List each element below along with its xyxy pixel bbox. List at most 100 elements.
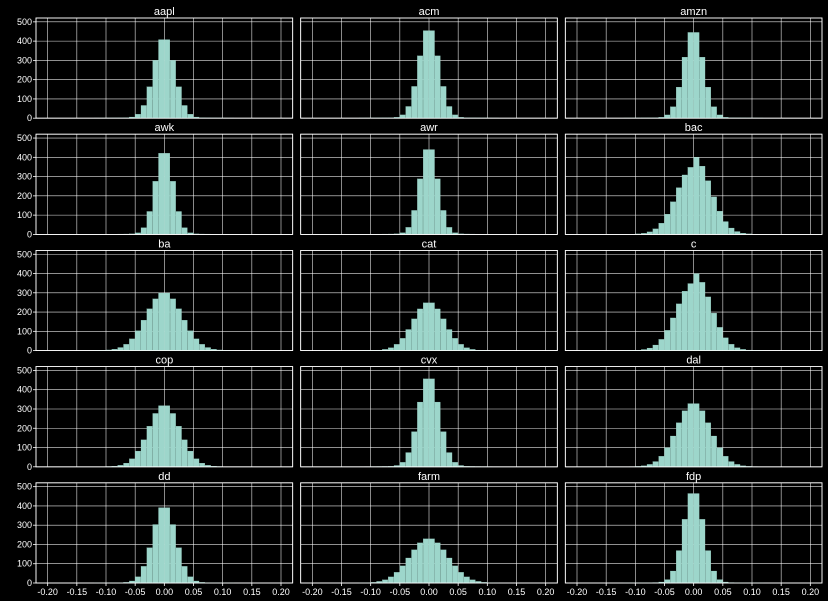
y-tick-label: 300: [17, 288, 32, 298]
hist-bar: [723, 338, 729, 351]
hist-bar: [441, 319, 447, 351]
hist-bar: [700, 519, 706, 583]
hist-bar: [400, 566, 406, 583]
hist-bar: [452, 338, 458, 350]
panel-cvx: cvx: [301, 355, 558, 467]
hist-bar: [729, 462, 735, 467]
panel-title: cop: [155, 355, 173, 367]
hist-bar: [682, 57, 688, 118]
hist-bar: [711, 571, 717, 583]
hist-bar: [700, 411, 706, 467]
hist-bar: [164, 508, 170, 583]
hist-bar: [682, 175, 688, 234]
hist-bar: [141, 105, 147, 118]
hist-bar: [164, 406, 170, 467]
hist-bar: [447, 227, 453, 234]
y-tick-label: 100: [17, 559, 32, 569]
hist-bar: [176, 548, 182, 583]
hist-bar: [159, 406, 165, 467]
hist-bar: [735, 348, 741, 351]
hist-bar: [711, 436, 717, 467]
y-tick-label: 300: [17, 55, 32, 65]
hist-bar: [700, 57, 706, 118]
hist-bar: [170, 181, 176, 234]
x-tick-label: 0.15: [243, 587, 261, 597]
histogram-grid: aapl0100200300400500acmamznawk0100200300…: [0, 0, 828, 601]
panel-title: farm: [418, 471, 440, 483]
panel-title: fdp: [686, 471, 701, 483]
hist-bar: [659, 456, 665, 467]
x-tick-label: 0.20: [272, 587, 290, 597]
hist-bar: [665, 115, 671, 118]
hist-bar: [711, 197, 717, 234]
hist-bar: [382, 580, 388, 583]
panel-title: awr: [420, 122, 438, 134]
hist-bar: [412, 210, 418, 234]
y-tick-label: 100: [17, 94, 32, 104]
panel-title: awk: [155, 122, 175, 134]
x-tick-label: 0.00: [156, 587, 174, 597]
hist-bar: [135, 114, 141, 118]
panel-title: aapl: [154, 6, 175, 18]
hist-bar: [412, 86, 418, 118]
hist-bar: [694, 404, 700, 467]
hist-bar: [412, 432, 418, 467]
hist-bar: [429, 150, 435, 235]
x-tick-label: 0.20: [537, 587, 555, 597]
y-tick-label: 400: [17, 36, 32, 46]
hist-bar: [729, 344, 735, 350]
panel-c: c: [565, 238, 822, 350]
panel-title: cat: [422, 238, 437, 250]
hist-bar: [435, 543, 441, 583]
hist-bar: [435, 179, 441, 235]
hist-bar: [170, 413, 176, 466]
hist-bar: [141, 228, 147, 235]
y-tick-label: 400: [17, 385, 32, 395]
hist-bar: [199, 463, 205, 467]
hist-bar: [670, 436, 676, 467]
hist-bar: [423, 150, 429, 235]
panel-title: acm: [419, 6, 440, 18]
hist-bar: [124, 463, 130, 467]
hist-bar: [435, 402, 441, 467]
panel-title: amzn: [680, 6, 707, 18]
hist-bar: [188, 577, 194, 583]
y-tick-label: 500: [17, 249, 32, 259]
hist-bar: [435, 56, 441, 118]
hist-bar: [176, 426, 182, 467]
hist-bar: [205, 348, 211, 351]
panel-dal: dal: [565, 355, 822, 467]
panel-cat: cat: [301, 238, 558, 350]
hist-bar: [717, 580, 723, 583]
hist-bar: [717, 211, 723, 234]
hist-bar: [153, 299, 159, 351]
hist-bar: [406, 106, 412, 118]
hist-bar: [441, 86, 447, 118]
hist-bar: [159, 293, 165, 351]
y-tick-label: 200: [17, 423, 32, 433]
hist-bar: [659, 339, 665, 350]
hist-bar: [441, 550, 447, 583]
x-tick-label: 0.10: [743, 587, 761, 597]
hist-bar: [188, 451, 194, 467]
hist-bar: [164, 40, 170, 119]
hist-bar: [124, 344, 130, 350]
hist-bar: [199, 344, 205, 350]
hist-bar: [458, 572, 464, 583]
hist-bar: [135, 577, 141, 583]
panel-title: dal: [686, 355, 701, 367]
hist-bar: [429, 379, 435, 467]
hist-bar: [729, 228, 735, 234]
hist-bar: [394, 344, 400, 350]
hist-bar: [688, 32, 694, 118]
hist-bar: [182, 320, 188, 350]
hist-bar: [135, 331, 141, 351]
y-tick-label: 100: [17, 443, 32, 453]
hist-bar: [417, 179, 423, 235]
hist-bar: [129, 459, 135, 467]
x-tick-label: -0.05: [390, 587, 411, 597]
hist-bar: [153, 525, 159, 583]
hist-bar: [688, 284, 694, 351]
hist-bar: [388, 577, 394, 583]
panel-dd: dd0100200300400500-0.20-0.15-0.10-0.050.…: [17, 471, 293, 597]
